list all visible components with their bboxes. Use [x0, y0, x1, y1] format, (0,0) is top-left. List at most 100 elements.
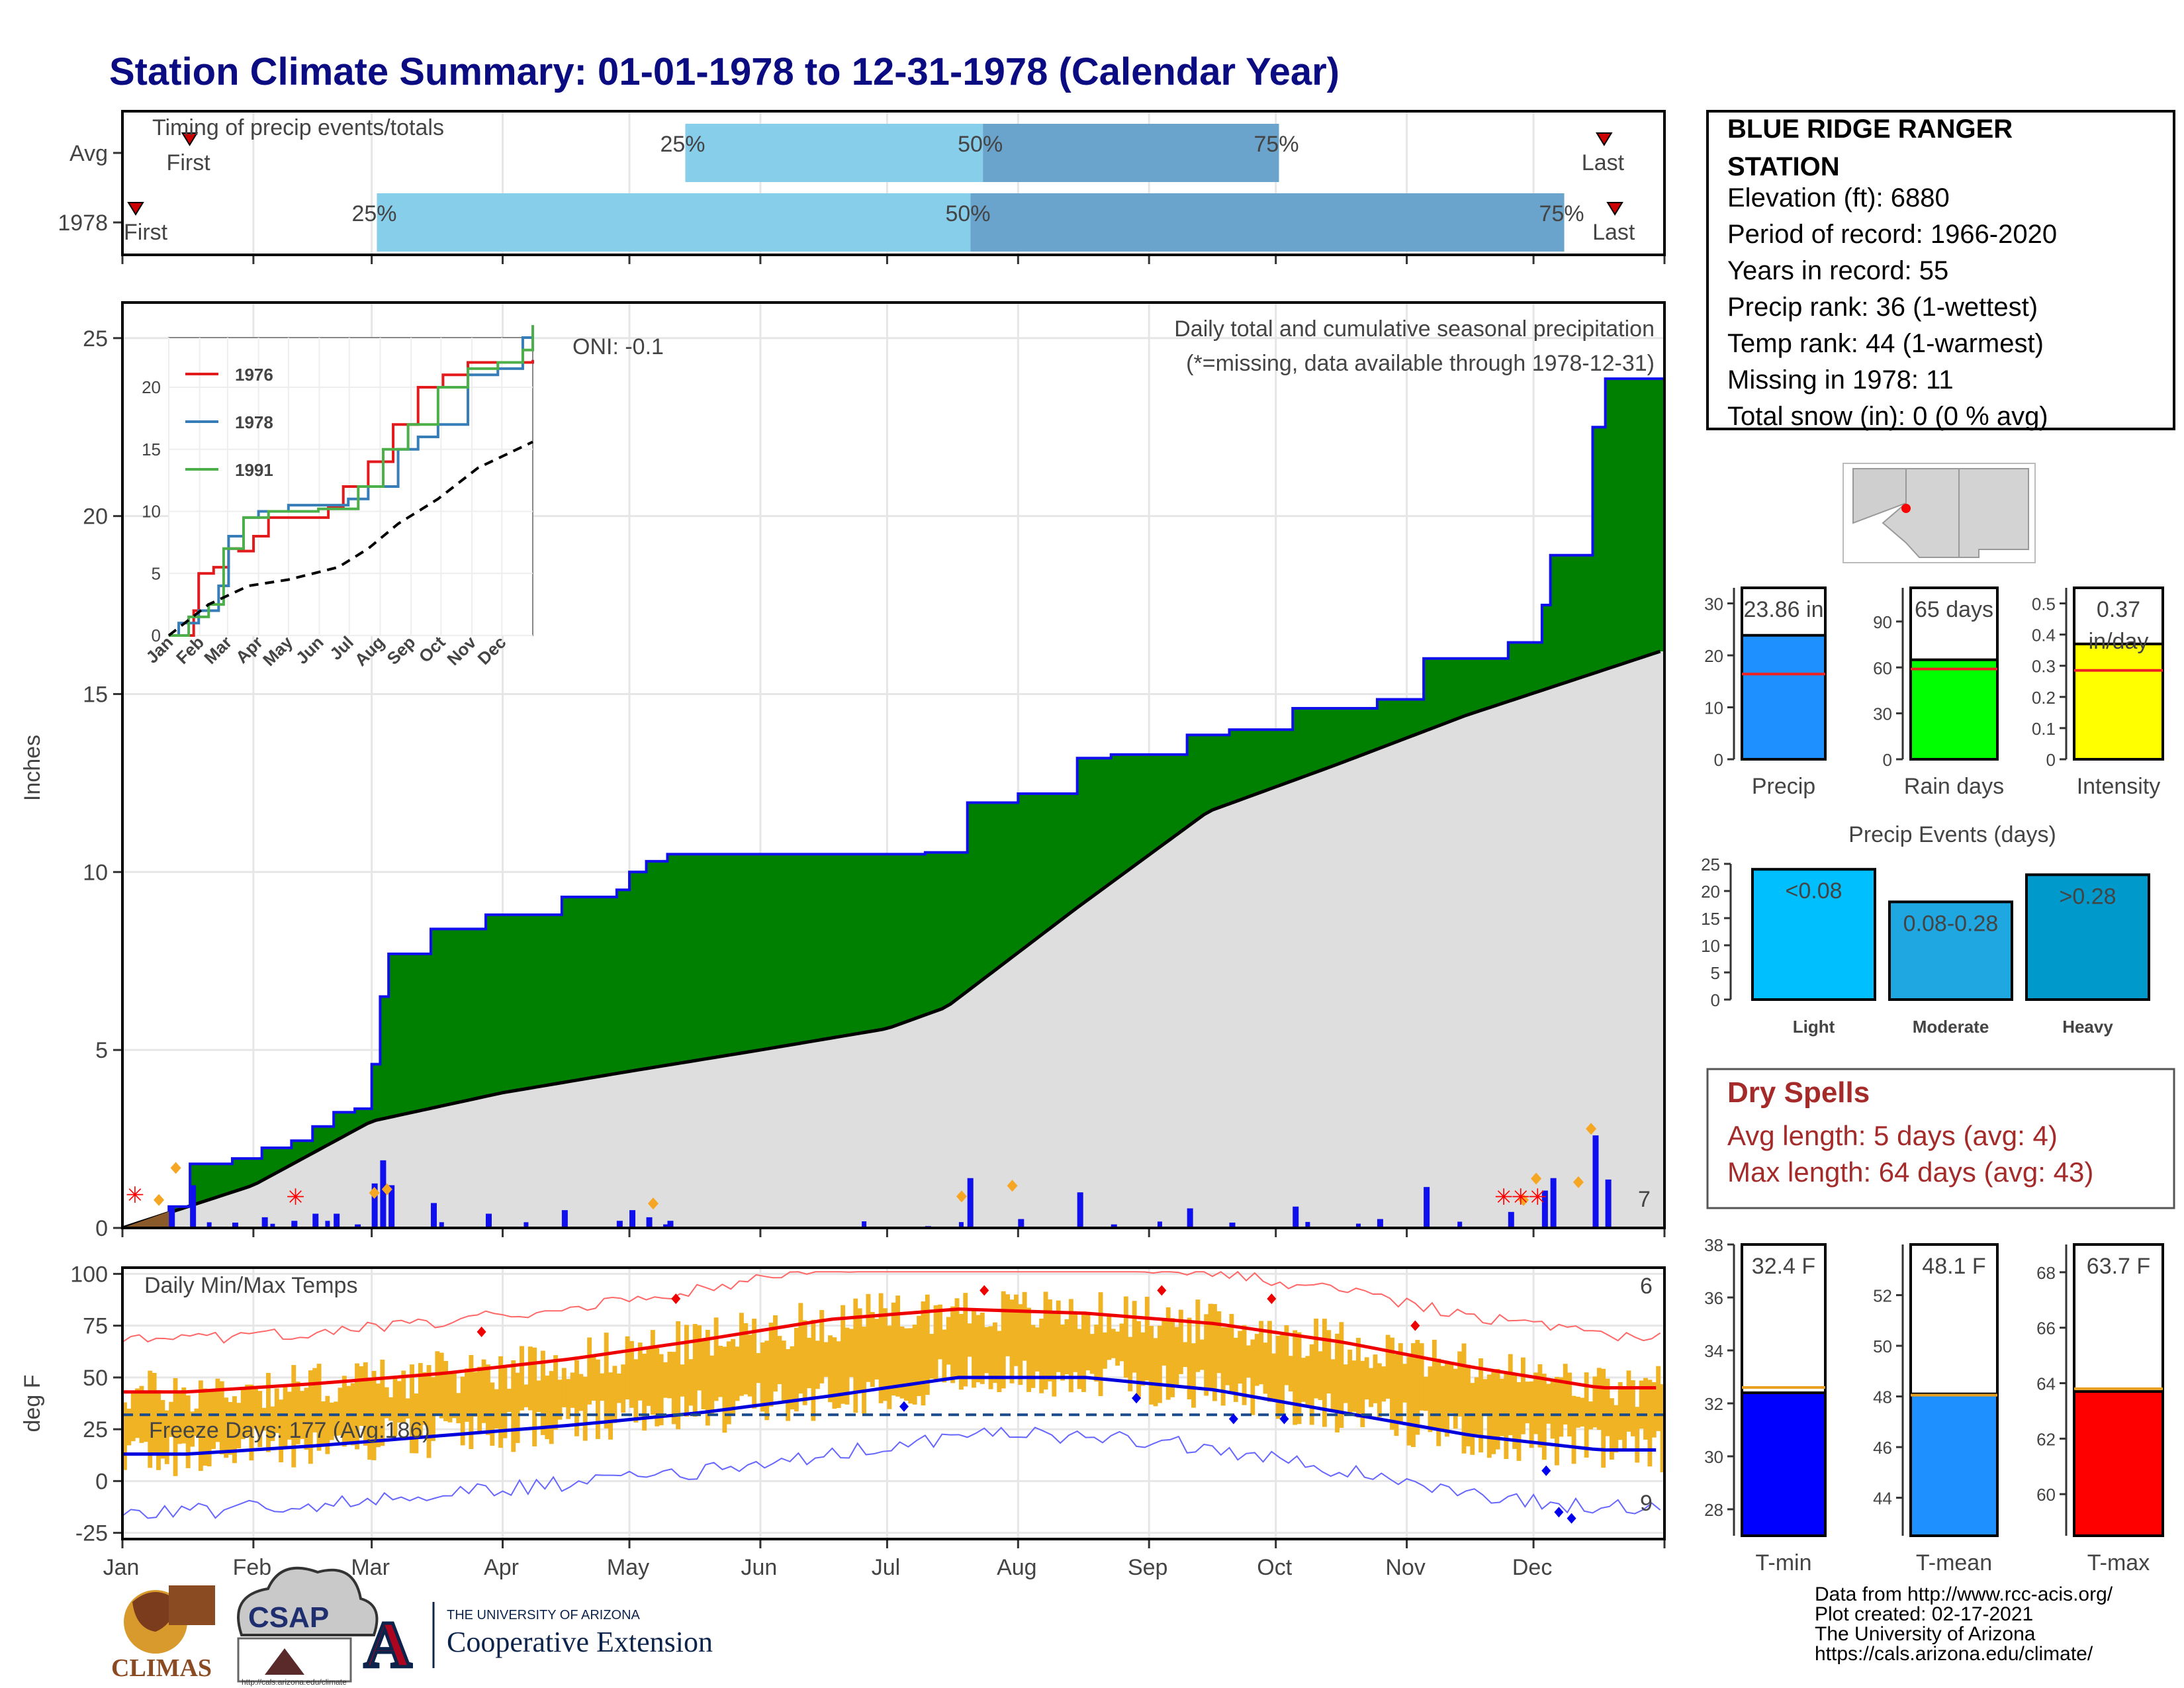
events-ytick-label: 15 [1701, 909, 1720, 929]
mini-ytick-label: 32 [1704, 1394, 1723, 1414]
daily-temp-range-bar [465, 1368, 469, 1422]
daily-temp-range-bar [1335, 1333, 1340, 1432]
missing-data-marker: ✳ [126, 1182, 145, 1209]
precip-ytick-label: 25 [83, 326, 108, 352]
daily-temp-range-bar [747, 1335, 752, 1397]
daily-temp-range-bar [954, 1298, 960, 1380]
daily-precip-bar [1605, 1179, 1612, 1228]
daily-temp-range-bar [870, 1312, 875, 1387]
daily-temp-range-bar [257, 1391, 263, 1448]
daily-temp-range-bar [1001, 1291, 1006, 1389]
temp-panel: -25 0 25 50 75 100 Jan Feb Mar Apr May Jun Jul Aug Sep… [20, 1262, 1666, 1580]
daily-temp-range-bar [582, 1376, 588, 1441]
daily-temp-range-bar [1500, 1378, 1504, 1436]
daily-temp-range-bar [1424, 1376, 1429, 1411]
daily-temp-range-bar [1052, 1313, 1057, 1397]
daily-temp-range-bar [169, 1401, 174, 1437]
daily-temp-range-bar [1575, 1397, 1580, 1428]
daily-precip-bar [862, 1221, 867, 1228]
daily-temp-range-bar [701, 1340, 706, 1409]
daily-temp-range-bar [1293, 1330, 1298, 1425]
daily-temp-range-bar [929, 1334, 934, 1379]
mini-ytick-label: 60 [1873, 658, 1892, 678]
daily-temp-range-bar [1238, 1331, 1243, 1384]
daily-temp-range-bar [642, 1353, 647, 1431]
daily-temp-range-bar [1259, 1321, 1264, 1385]
daily-temp-range-bar [506, 1388, 512, 1412]
daily-temp-range-bar [1630, 1380, 1635, 1436]
daily-temp-range-bar [126, 1408, 132, 1446]
daily-temp-range-bar [1347, 1349, 1353, 1415]
daily-temp-range-bar [511, 1360, 516, 1452]
inset-ytick-label: 5 [152, 563, 161, 583]
daily-temp-range-bar [899, 1326, 905, 1399]
events-ytick-label: 0 [1711, 990, 1720, 1010]
daily-temp-range-bar [1356, 1338, 1361, 1418]
daily-temp-range-bar [768, 1323, 774, 1407]
daily-precip-bar [485, 1213, 492, 1228]
daily-temp-range-bar [523, 1384, 529, 1407]
precip-ylabel: Inches [20, 735, 45, 801]
daily-temp-range-bar [1373, 1354, 1378, 1403]
daily-temp-range-bar [1191, 1343, 1196, 1408]
daily-temp-range-bar [908, 1328, 913, 1404]
record-high-marker [1157, 1285, 1167, 1296]
daily-temp-range-bar [815, 1340, 820, 1389]
station-snow: Total snow (in): 0 (0 % avg) [1727, 402, 2048, 431]
daily-precip-bar [190, 1185, 197, 1228]
daily-precip-bar [206, 1222, 212, 1228]
daily-temp-range-bar [363, 1362, 368, 1446]
daily-temp-range-bar [1132, 1301, 1137, 1373]
temp-ytick-label: 75 [83, 1314, 108, 1339]
daily-temp-range-bar [600, 1373, 605, 1401]
daily-temp-range-bar [414, 1393, 419, 1454]
daily-precip-bar [439, 1222, 444, 1228]
daily-temp-range-bar [608, 1372, 613, 1440]
mini-ytick-label: 30 [1704, 594, 1723, 614]
daily-temp-range-bar [752, 1319, 757, 1409]
daily-temp-range-bar [595, 1359, 600, 1439]
daily-temp-range-bar [1432, 1339, 1437, 1429]
daily-temp-range-bar [173, 1378, 178, 1476]
daily-temp-range-bar [164, 1410, 169, 1464]
month-label: Oct [1257, 1555, 1292, 1580]
record-high-marker [1410, 1320, 1420, 1331]
extreme-precip-marker [1531, 1172, 1542, 1185]
mini-ytick-label: 52 [1873, 1286, 1892, 1306]
station-name-line1: BLUE RIDGE RANGER [1727, 115, 2013, 144]
daily-temp-range-bar [895, 1295, 901, 1397]
daily-temp-range-bar [1034, 1327, 1040, 1372]
month-label: Apr [484, 1555, 519, 1580]
precip-ytick-label: 0 [95, 1216, 108, 1241]
daily-precip-bar [312, 1213, 319, 1228]
daily-precip-bar [1229, 1222, 1236, 1228]
daily-temp-range-bar [1085, 1313, 1091, 1371]
daily-temp-range-bar [549, 1371, 554, 1444]
daily-temp-range-bar [1651, 1382, 1657, 1438]
daily-temp-range-bar [1559, 1377, 1564, 1437]
daily-precip-bar [1305, 1221, 1310, 1228]
daily-temp-range-bar [1360, 1360, 1365, 1427]
record-max-line [122, 1270, 1661, 1344]
daily-temp-range-bar [1445, 1362, 1449, 1437]
daily-temp-range-bar [946, 1317, 951, 1365]
timing-row-label: Avg [69, 141, 108, 166]
temp-ytick-label: 25 [83, 1417, 108, 1442]
daily-temp-range-bar [274, 1388, 279, 1433]
daily-precip-bar [1592, 1135, 1599, 1228]
daily-temp-range-bar [1626, 1370, 1631, 1432]
daily-temp-range-bar [1660, 1384, 1665, 1473]
daily-temp-range-bar [726, 1341, 731, 1425]
daily-temp-range-bar [1525, 1382, 1530, 1424]
daily-temp-range-bar [1136, 1321, 1141, 1398]
daily-temp-range-bar [1153, 1338, 1158, 1407]
precip-ytick-label: 20 [83, 504, 108, 530]
daily-temp-range-bar [1486, 1374, 1492, 1458]
daily-temp-range-bar [903, 1328, 909, 1401]
month-label: Sep [1128, 1555, 1168, 1580]
daily-precip-bar [388, 1185, 395, 1228]
daily-temp-range-bar [1516, 1382, 1522, 1461]
daily-temp-range-bar [1280, 1333, 1285, 1414]
daily-temp-range-bar [261, 1407, 267, 1431]
daily-precip-bar [561, 1210, 568, 1228]
